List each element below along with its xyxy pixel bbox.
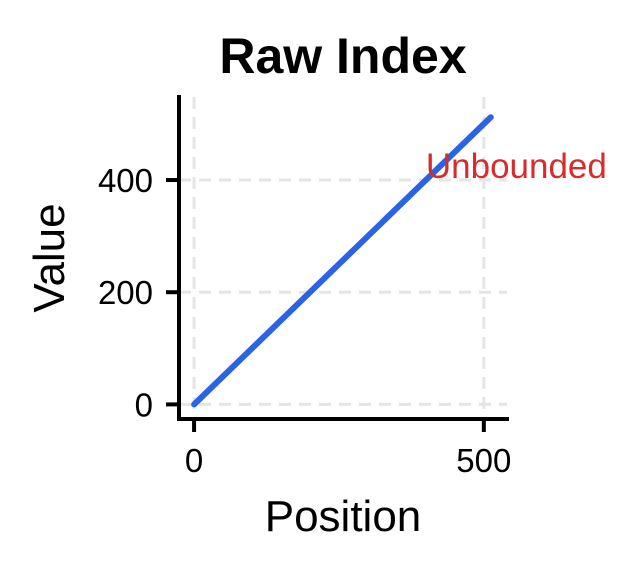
axes-spines <box>177 95 509 421</box>
gridlines <box>179 97 507 419</box>
y-tick-label-400: 400 <box>98 162 153 199</box>
y-axis-label: Value <box>25 203 74 312</box>
y-tick-label-0: 0 <box>135 386 153 423</box>
x-axis-label: Position <box>265 492 422 541</box>
series-layer <box>191 114 494 408</box>
y-tick-label-200: 200 <box>98 274 153 311</box>
axis-ticks: 0 500 0 200 400 <box>98 162 511 479</box>
chart-title: Raw Index <box>219 28 466 84</box>
annotation-unbounded: Unbounded <box>426 147 607 186</box>
series-line-raw-position-index <box>191 114 494 408</box>
x-tick-label-0: 0 <box>185 442 203 479</box>
x-tick-label-500: 500 <box>456 442 511 479</box>
